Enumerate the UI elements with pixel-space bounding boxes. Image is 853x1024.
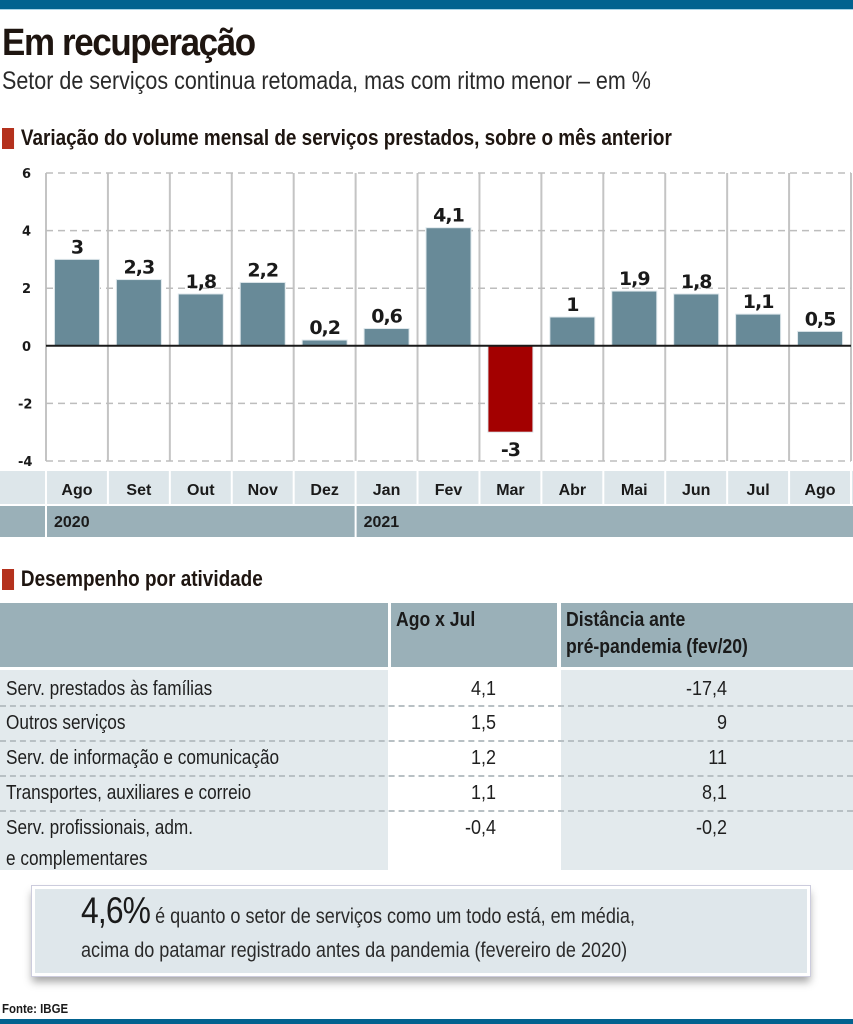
row-label: Serv. profissionais, adm. xyxy=(6,817,194,839)
bar-value-label: 1 xyxy=(566,294,578,316)
bar-value-label: 0,2 xyxy=(309,317,340,339)
chart-heading-text: Variação do volume mensal de serviços pr… xyxy=(20,125,672,150)
bar-value-label: 1,9 xyxy=(619,268,650,290)
chart-section-heading: Variação do volume mensal de serviços pr… xyxy=(2,125,672,151)
callout-big-number: 4,6% xyxy=(81,890,151,931)
bar-value-label: 1,1 xyxy=(743,291,774,313)
ago-x-jul-value: 1,5 xyxy=(470,712,496,734)
month-label-mar: Mar xyxy=(496,482,524,499)
bar-mar-7 xyxy=(487,345,534,433)
table-header-blank xyxy=(0,603,388,667)
bar-value-label: 4,1 xyxy=(433,205,464,227)
row-label: Serv. de informação e comunicação xyxy=(6,747,280,769)
row-separator xyxy=(0,705,853,707)
bar-ago-0 xyxy=(53,258,100,347)
month-label-jul: Jul xyxy=(747,482,770,499)
month-label-mai: Mai xyxy=(621,482,648,499)
table-heading-text: Desempenho por atividade xyxy=(20,566,263,591)
bar-value-label: 0,5 xyxy=(805,308,836,330)
bar-fev-6 xyxy=(425,227,472,347)
month-label-out: Out xyxy=(187,482,215,499)
bar-out-2 xyxy=(177,293,224,347)
highlight-callout: 4,6% é quanto o setor de serviços como u… xyxy=(31,885,811,977)
bar-ago-12 xyxy=(797,330,844,347)
month-label-ago: Ago xyxy=(804,482,835,499)
bar-abr-8 xyxy=(549,316,596,347)
year-label-2021: 2021 xyxy=(364,514,400,531)
bar-value-label: 2,3 xyxy=(124,257,155,279)
distancia-value: 8,1 xyxy=(701,782,727,804)
callout-line-1: é quanto o setor de serviços como um tod… xyxy=(150,905,635,928)
page-title: Em recuperação xyxy=(2,22,256,64)
y-tick-label: 0 xyxy=(22,340,31,355)
month-label-jan: Jan xyxy=(373,482,401,499)
month-label-ago: Ago xyxy=(61,482,92,499)
ago-x-jul-value: 1,2 xyxy=(470,747,496,769)
y-tick-label: -2 xyxy=(18,397,32,412)
distancia-value: -17,4 xyxy=(685,678,727,700)
month-label-abr: Abr xyxy=(559,482,587,499)
month-label-nov: Nov xyxy=(248,482,278,499)
source-note: Fonte: IBGE xyxy=(2,1001,69,1016)
month-label-fev: Fev xyxy=(435,482,463,499)
bar-jan-5 xyxy=(363,328,410,347)
bar-jun-10 xyxy=(673,293,720,347)
ago-x-jul-value: 4,1 xyxy=(470,678,496,700)
month-label-jun: Jun xyxy=(682,482,710,499)
month-label-dez: Dez xyxy=(310,482,338,499)
bar-value-label: 1,8 xyxy=(681,271,712,293)
month-label-set: Set xyxy=(126,482,152,499)
row-separator xyxy=(0,810,853,812)
year-label-2020: 2020 xyxy=(54,514,90,531)
ago-x-jul-value: -0,4 xyxy=(464,817,496,839)
row-separator xyxy=(0,775,853,777)
row-label: Transportes, auxiliares e correio xyxy=(6,782,252,804)
ago-x-jul-value: 1,1 xyxy=(470,782,496,804)
section-marker-icon xyxy=(2,127,15,149)
table-col-bg-label xyxy=(0,670,388,870)
year-row-bg xyxy=(0,505,853,537)
y-tick-label: 2 xyxy=(22,282,31,297)
bar-mai-9 xyxy=(611,290,658,347)
bar-jul-11 xyxy=(735,313,782,347)
page-subtitle: Setor de serviços continua retomada, mas… xyxy=(2,67,651,95)
row-label-continued: e complementares xyxy=(6,848,148,870)
callout-line-2: acima do patamar registrado antes da pan… xyxy=(81,939,628,962)
table-section-heading: Desempenho por atividade xyxy=(2,566,263,592)
y-tick-label: 6 xyxy=(22,167,31,182)
month-row-bg xyxy=(0,471,853,505)
section-marker-icon xyxy=(2,568,15,590)
y-tick-label: -4 xyxy=(18,455,32,470)
bar-value-label: 0,6 xyxy=(371,306,402,328)
table-header-ago-x-jul: Ago x Jul xyxy=(391,603,557,667)
bar-set-1 xyxy=(115,279,162,347)
row-separator xyxy=(0,740,853,742)
bar-value-label: 2,2 xyxy=(247,259,278,281)
bar-value-label: 1,8 xyxy=(185,271,216,293)
bar-nov-3 xyxy=(239,281,286,347)
row-label: Serv. prestados às famílias xyxy=(6,678,213,700)
table-header-distancia: Distância ante pré-pandemia (fev/20) xyxy=(561,603,853,667)
y-tick-label: 4 xyxy=(22,225,31,240)
distancia-value: 9 xyxy=(716,712,727,734)
bar-value-label: 3 xyxy=(71,236,83,258)
bar-value-label: -3 xyxy=(501,439,520,461)
top-brand-bar xyxy=(0,0,853,10)
distancia-value: 11 xyxy=(708,747,727,769)
distancia-value: -0,2 xyxy=(695,817,727,839)
table-col-bg-dist xyxy=(561,670,853,870)
bottom-brand-bar xyxy=(0,1019,853,1024)
row-label: Outros serviços xyxy=(6,712,126,734)
bar-chart: 6 4 2 0 -2 -4 3 2,3 1,8 2,2 0,2 0,6 4,1 -3 1 1,9 1,8 1,1… xyxy=(0,167,853,537)
